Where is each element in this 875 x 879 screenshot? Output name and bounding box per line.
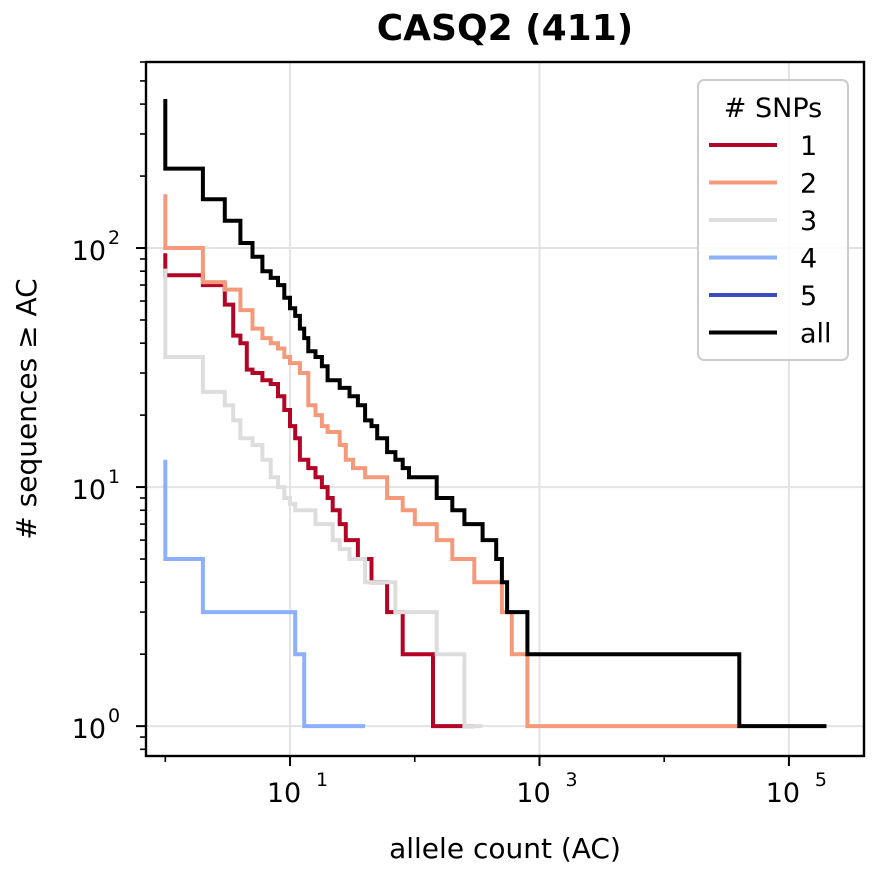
legend-label-all: all [800, 319, 832, 350]
tick-layer: 10 1 10 3 10 510 010 110 2 [72, 61, 827, 809]
series-line-1 [163, 253, 475, 729]
plot-frame [144, 60, 866, 758]
series-layer [163, 99, 827, 729]
y-tick-label-1: 10 [72, 475, 106, 506]
x-tick-exp-2: 5 [815, 769, 827, 791]
legend-label-3: 3 [800, 206, 817, 237]
series-line-3 [163, 268, 483, 729]
legend-label-4: 4 [800, 244, 817, 275]
chart-title: CASQ2 (411) [377, 8, 633, 49]
y-tick-exp-2: 2 [108, 227, 120, 249]
legend-label-5: 5 [800, 281, 817, 312]
y-axis-label: # sequences ≥ AC [10, 278, 43, 539]
y-tick-label-2: 10 [72, 236, 106, 267]
legend-label-2: 2 [800, 169, 817, 200]
x-tick-exp-0: 1 [316, 769, 328, 791]
x-tick-label-0: 10 [267, 778, 301, 809]
x-tick-label-1: 10 [516, 778, 550, 809]
x-axis-label: allele count (AC) [389, 832, 621, 865]
legend-items: 1 2 3 4 5 all [709, 131, 832, 350]
series-line-2 [163, 194, 740, 729]
y-tick-exp-1: 1 [108, 466, 120, 488]
legend: # SNPs 1 2 3 4 5 all [697, 79, 849, 361]
legend-title: # SNPs [724, 93, 822, 124]
y-tick-exp-0: 0 [108, 705, 120, 727]
series-line-4 [163, 459, 366, 729]
x-tick-label-2: 10 [766, 778, 800, 809]
series-line-all [163, 99, 827, 729]
legend-label-1: 1 [800, 131, 817, 162]
x-tick-exp-1: 3 [565, 769, 577, 791]
y-tick-label-0: 10 [72, 714, 106, 745]
